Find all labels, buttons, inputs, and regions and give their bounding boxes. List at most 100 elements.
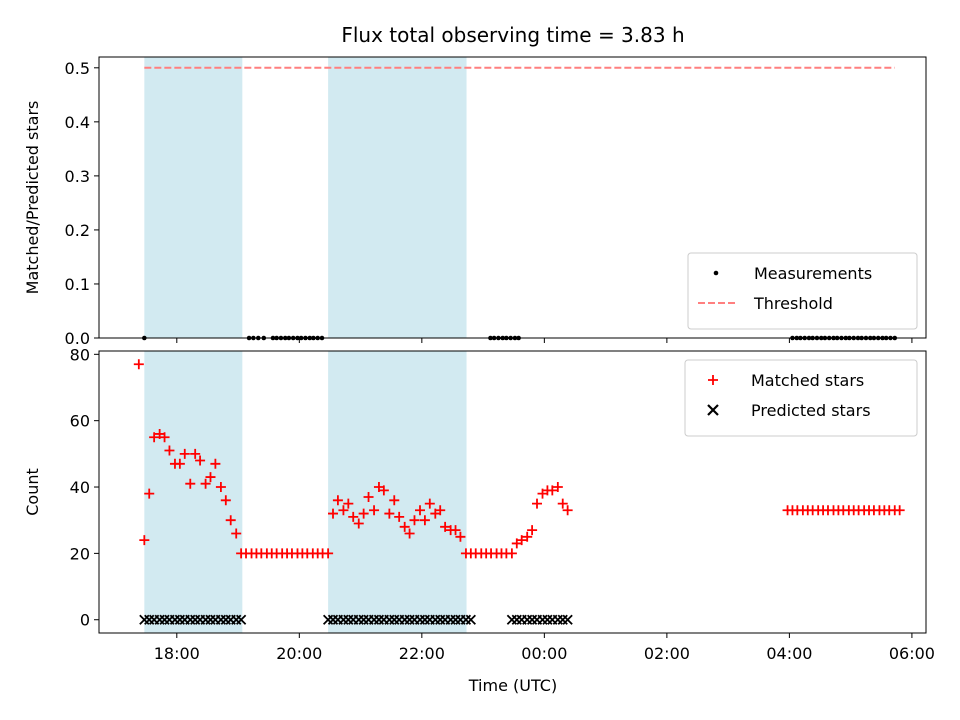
matched-star-point	[353, 518, 364, 529]
axes-frame	[98, 56, 927, 339]
predicted-star-point	[562, 614, 573, 625]
matched-star-point	[164, 445, 175, 456]
matched-star-point	[225, 515, 236, 526]
shaded-interval-1	[144, 351, 243, 633]
matched-star-point	[220, 495, 231, 506]
y-axis-label: Count	[23, 468, 42, 516]
matched-star-point	[378, 485, 389, 496]
matched-star-point	[399, 521, 410, 532]
y-tick-label: 0.5	[65, 59, 90, 78]
matched-star-point	[323, 548, 334, 559]
y-tick-label: 0.2	[65, 221, 90, 240]
series-predicted-stars	[139, 614, 573, 625]
matched-star-point	[348, 511, 359, 522]
matched-star-point	[139, 535, 150, 546]
y-tick-label: 0.1	[65, 275, 90, 294]
matched-star-point	[455, 531, 466, 542]
predicted-star-point	[506, 614, 518, 625]
x-tick-label: 02:00	[644, 644, 690, 663]
matched-star-point	[450, 525, 461, 536]
matched-star-point	[338, 505, 349, 516]
x-axis-label: Time (UTC)	[468, 676, 557, 695]
predicted-star-point	[542, 614, 553, 625]
matched-star-point	[195, 455, 206, 466]
matched-star-point	[409, 515, 420, 526]
x-tick-label: 22:00	[399, 644, 445, 663]
chart-title: Flux total observing time = 3.83 h	[341, 23, 684, 47]
matched-star-point	[404, 528, 415, 539]
matched-star-point	[179, 448, 190, 459]
legend: Measurements Threshold	[687, 252, 918, 330]
matched-star-point	[149, 432, 160, 443]
axes-frame	[98, 350, 927, 634]
predicted-star-point	[557, 614, 568, 625]
matched-star-point	[133, 359, 144, 370]
legend-label-threshold: Threshold	[753, 294, 833, 313]
predicted-star-point	[465, 614, 476, 625]
legend-label-measurements: Measurements	[754, 264, 872, 283]
legend-label-predicted-stars: Predicted stars	[751, 401, 871, 420]
matched-star-point	[384, 508, 395, 519]
y-tick-label: 0.0	[65, 329, 90, 348]
matched-star-point	[332, 495, 343, 506]
matched-star-point	[527, 525, 538, 536]
matched-star-point	[424, 498, 435, 509]
matched-star-point	[562, 505, 573, 516]
y-tick-label: 0	[80, 611, 90, 630]
legend-label-matched-stars: Matched stars	[751, 371, 864, 390]
matched-star-point	[435, 505, 446, 516]
matched-star-point	[231, 528, 242, 539]
x-tick-label: 04:00	[766, 644, 812, 663]
y-axis-label: Matched/Predicted stars	[23, 101, 42, 295]
matched-star-point	[389, 495, 400, 506]
matched-star-point	[522, 531, 533, 542]
matched-star-point	[369, 505, 380, 516]
matched-star-point	[532, 498, 543, 509]
matched-star-point	[328, 508, 339, 519]
predicted-star-point	[526, 614, 538, 625]
matched-star-point	[190, 448, 201, 459]
predicted-star-point	[235, 614, 247, 625]
legend-marker-plus	[708, 375, 718, 385]
top-panel: 0.0 0.1 0.2 0.3 0.4 0.5 Matched/Predicted star…	[23, 56, 927, 348]
shaded-interval-2	[328, 351, 467, 633]
predicted-star-point	[522, 614, 533, 625]
legend-marker-cross	[707, 404, 719, 416]
legend: Matched stars Predicted stars	[684, 359, 918, 437]
matched-star-point	[440, 521, 451, 532]
legend-marker-dot	[713, 270, 719, 276]
y-tick-label: 80	[70, 345, 90, 364]
y-tick-label: 20	[70, 544, 90, 563]
series-matched-stars	[133, 359, 905, 559]
predicted-star-point	[537, 614, 548, 625]
y-tick-label: 40	[70, 478, 90, 497]
matched-star-point	[394, 511, 405, 522]
matched-star-point	[363, 491, 374, 502]
matched-star-point	[552, 482, 563, 493]
matched-star-point	[358, 508, 369, 519]
matched-star-point	[185, 478, 196, 489]
matched-star-point	[516, 535, 527, 546]
matched-star-point	[547, 485, 558, 496]
bottom-panel: 0 20 40 60 80 18:00 20:00 22:00 00:00 02:00 04:00 0…	[23, 345, 935, 663]
matched-star-point	[894, 505, 905, 516]
y-tick-label: 0.3	[65, 167, 90, 186]
matched-star-point	[215, 482, 226, 493]
y-tick-label: 0.4	[65, 113, 90, 132]
shaded-interval-1	[144, 57, 243, 338]
x-tick-label: 20:00	[276, 644, 322, 663]
matched-star-point	[205, 472, 216, 483]
shaded-interval-2	[328, 57, 467, 338]
x-tick-label: 06:00	[889, 644, 935, 663]
matched-star-point	[210, 458, 221, 469]
x-tick-label: 00:00	[521, 644, 567, 663]
legend-box	[684, 359, 918, 437]
matched-star-point	[174, 458, 185, 469]
matched-star-point	[159, 432, 170, 443]
matched-star-point	[414, 505, 425, 516]
matched-star-point	[557, 498, 568, 509]
x-tick-label: 18:00	[154, 644, 200, 663]
matched-star-point	[343, 498, 354, 509]
